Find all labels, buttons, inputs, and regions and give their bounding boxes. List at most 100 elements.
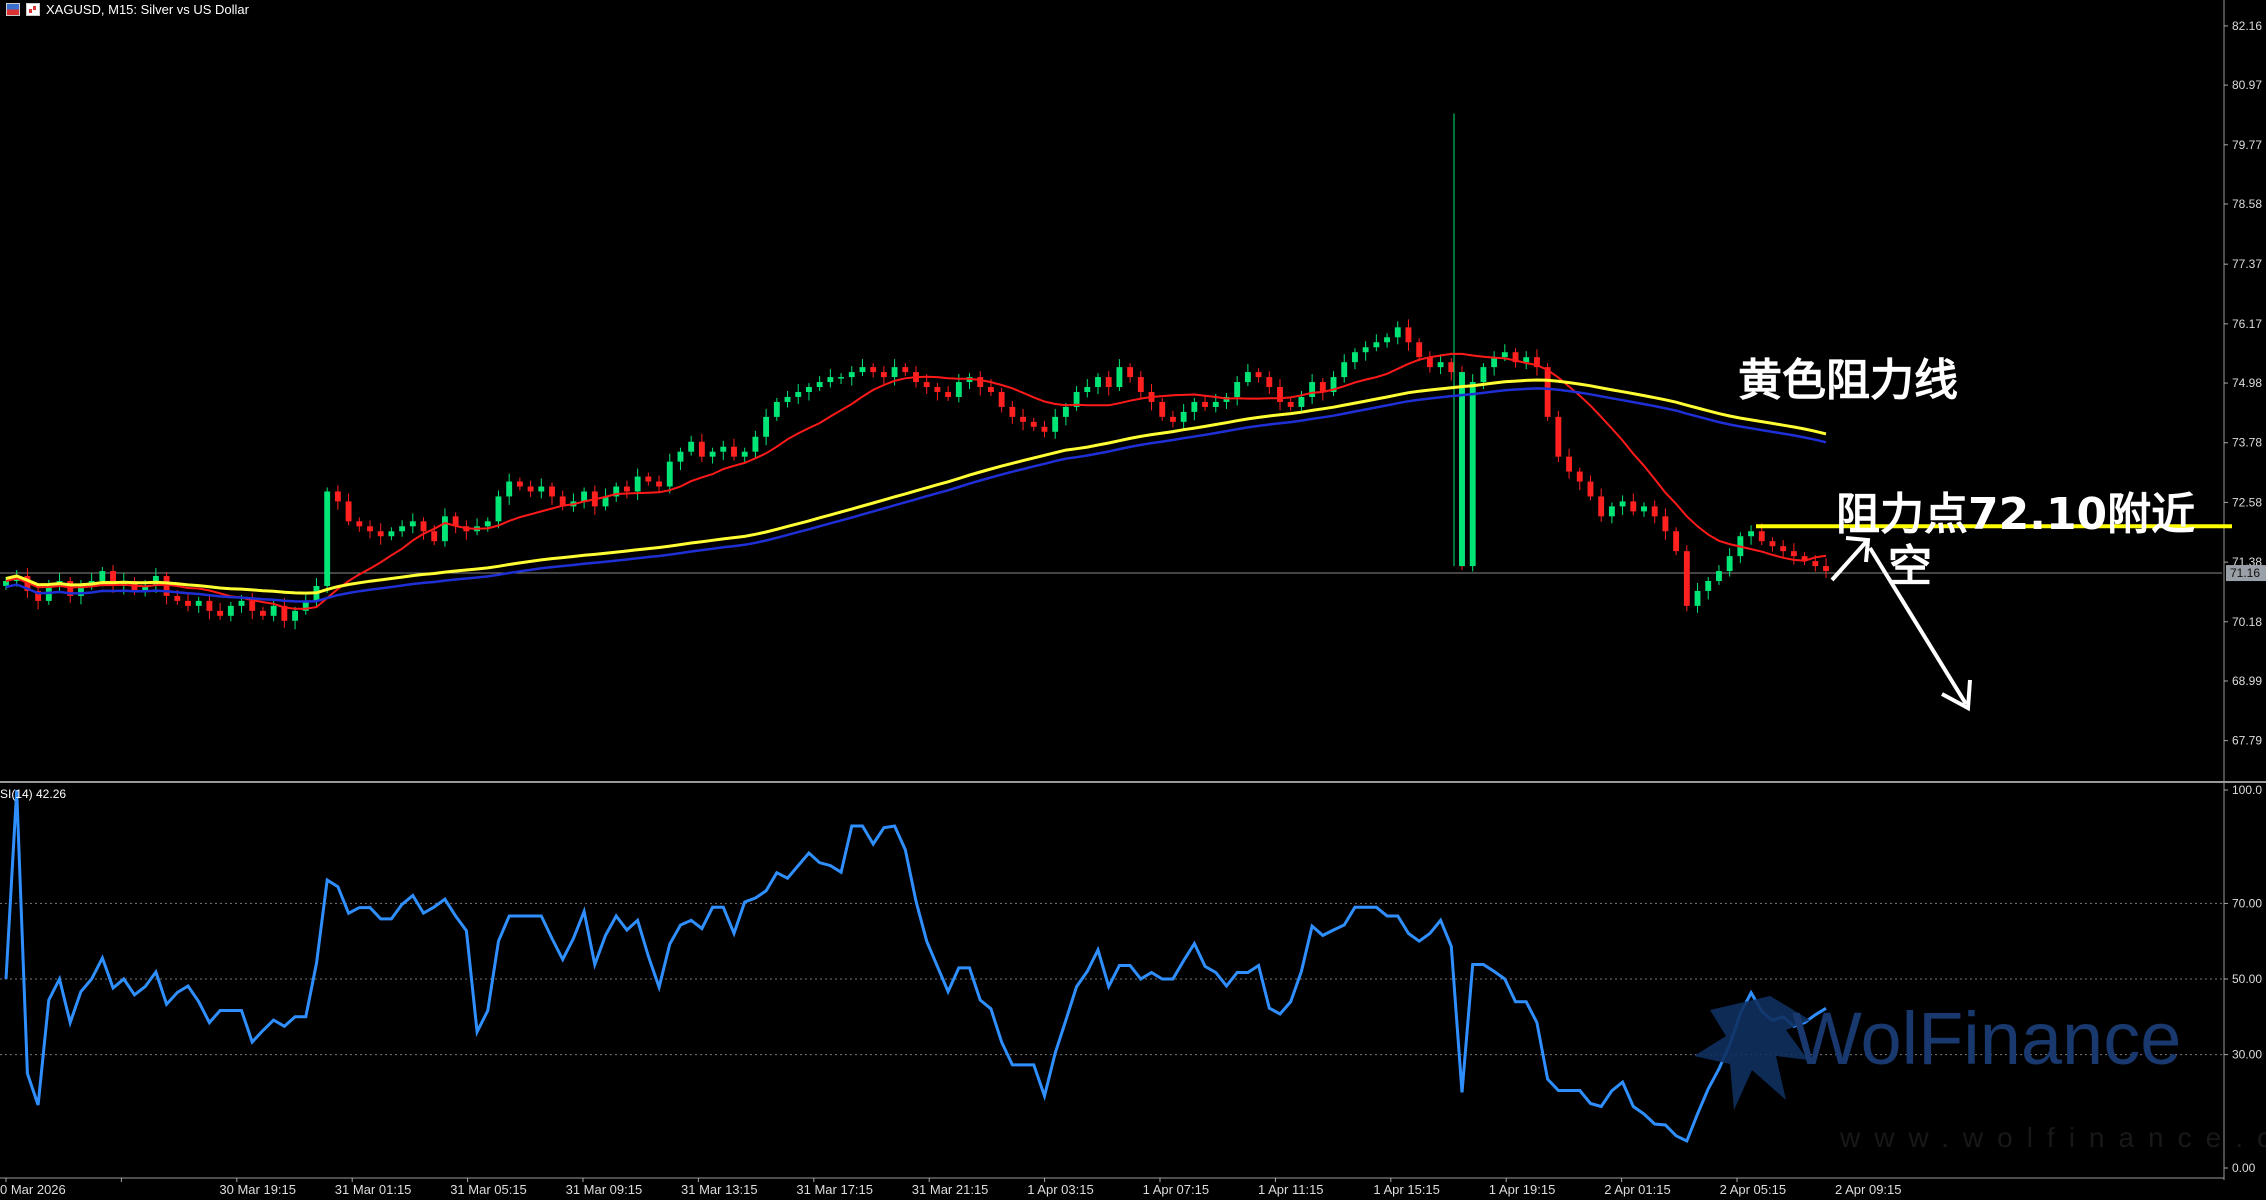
candle-body: [945, 392, 952, 397]
candle-body: [666, 461, 673, 487]
price-tick-label: 72.58: [2232, 495, 2262, 509]
candle-body: [1394, 327, 1401, 338]
candle-body: [998, 392, 1005, 407]
candle-body: [1501, 352, 1508, 358]
candle-body: [1651, 506, 1658, 517]
candle-body: [1812, 561, 1819, 567]
rsi-header: SI(14) 42.26: [0, 787, 67, 801]
price-tick-label: 82.16: [2232, 19, 2262, 33]
candle-body: [1769, 541, 1776, 547]
price-tick-label: 78.58: [2232, 197, 2262, 211]
resistance-line-label: 黄色阻力线: [1738, 355, 1958, 406]
watermark-url: www.wolfinance.com: [1840, 1122, 2266, 1153]
rsi-tick-label: 30.00: [2232, 1048, 2262, 1062]
candle-body: [1084, 387, 1091, 392]
candle-body: [1608, 506, 1615, 517]
candle-body: [1384, 337, 1391, 343]
candle-body: [859, 367, 866, 373]
candle-body: [623, 486, 630, 492]
candle-body: [1491, 357, 1498, 368]
ma-yellow-line: [5, 378, 1827, 595]
candle-body: [484, 521, 491, 527]
candle-body: [1309, 382, 1316, 397]
candle-body: [185, 600, 191, 606]
candle-body: [1512, 352, 1519, 363]
candle-body: [377, 531, 384, 537]
symbol-title: XAGUSD, M15: Silver vs US Dollar: [46, 2, 249, 17]
candle-body: [1351, 352, 1358, 363]
flag-icon[interactable]: [6, 3, 20, 16]
price-tick-label: 67.79: [2232, 734, 2262, 748]
candle-body: [1748, 531, 1755, 537]
chart-icon[interactable]: [26, 3, 40, 16]
candle-body: [1780, 546, 1787, 552]
rsi-tick-label: 70.00: [2232, 896, 2262, 910]
candle-body: [495, 496, 502, 522]
candle-body: [1009, 406, 1016, 417]
price-tick-label: 68.99: [2232, 674, 2262, 688]
candle-body: [805, 387, 812, 392]
candle-body: [720, 446, 727, 452]
candle-body: [1587, 481, 1594, 497]
time-tick-label: 1 Apr 07:15: [1143, 1182, 1210, 1197]
candle-body: [1062, 406, 1069, 417]
candle-body: [409, 521, 416, 527]
candle-body: [1330, 377, 1337, 392]
candle-body: [1052, 416, 1059, 432]
annotations-overlay: [1756, 524, 2232, 712]
candle-body: [1790, 551, 1797, 557]
wolf-logo-icon: [1694, 996, 1810, 1110]
candle-body: [1073, 392, 1080, 407]
candle-body: [731, 446, 737, 457]
time-tick-label: 31 Mar 01:15: [335, 1182, 412, 1197]
ma-red-line: [5, 352, 1827, 610]
candle-body: [388, 531, 395, 537]
time-tick-label: 2 Apr 05:15: [1720, 1182, 1787, 1197]
candle-body: [334, 491, 341, 502]
candle-body: [923, 382, 930, 388]
candle-body: [634, 476, 641, 492]
candle-body: [1041, 426, 1048, 432]
candle-body: [1191, 401, 1198, 412]
candle-body: [581, 491, 588, 502]
candle-body: [977, 377, 984, 388]
candle-body: [1469, 382, 1476, 567]
moving-averages: [5, 352, 1827, 610]
candle-body: [741, 451, 748, 457]
rsi-line: [4, 789, 1827, 1144]
time-tick-label: 0 Mar 2026: [0, 1182, 66, 1197]
time-tick-label: 30 Mar 19:15: [219, 1182, 296, 1197]
price-tick-label: 80.97: [2232, 78, 2262, 92]
candle-body: [1169, 416, 1176, 422]
candle-body: [163, 576, 170, 596]
candle-body: [1523, 357, 1530, 363]
ma-blue-line: [5, 387, 1827, 603]
candle-body: [367, 526, 373, 532]
candle-body: [399, 526, 406, 532]
candle-body: [1212, 401, 1219, 407]
candle-body: [506, 481, 513, 497]
candle-body: [645, 476, 652, 482]
candle-body: [345, 501, 352, 522]
candle-body: [763, 416, 770, 437]
candle-body: [1255, 372, 1262, 378]
candle-body: [431, 531, 438, 542]
candle-body: [1159, 401, 1166, 417]
candle-body: [1234, 382, 1241, 397]
candle-body: [1448, 362, 1455, 373]
price-tick-label: 70.18: [2232, 615, 2262, 629]
candle-body: [656, 481, 663, 487]
resistance-point-label: 阻力点72.10附近: [1836, 489, 2196, 540]
candle-body: [324, 491, 331, 586]
candle-body: [709, 451, 716, 457]
candle-body: [1362, 347, 1369, 353]
candle-body: [259, 610, 266, 616]
candle-body: [816, 382, 823, 388]
candle-body: [77, 585, 84, 596]
candle-body: [67, 581, 74, 596]
candle-body: [292, 610, 299, 621]
time-tick-label: 1 Apr 03:15: [1027, 1182, 1094, 1197]
candle-body: [1758, 531, 1765, 542]
candle-body: [677, 451, 684, 462]
